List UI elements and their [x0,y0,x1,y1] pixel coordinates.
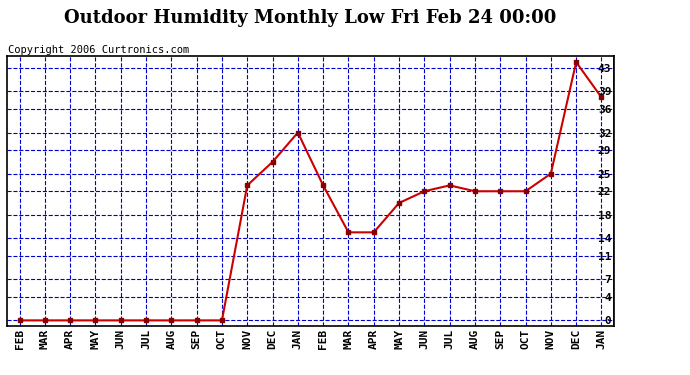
Text: Copyright 2006 Curtronics.com: Copyright 2006 Curtronics.com [8,45,189,55]
Text: Outdoor Humidity Monthly Low Fri Feb 24 00:00: Outdoor Humidity Monthly Low Fri Feb 24 … [64,9,557,27]
